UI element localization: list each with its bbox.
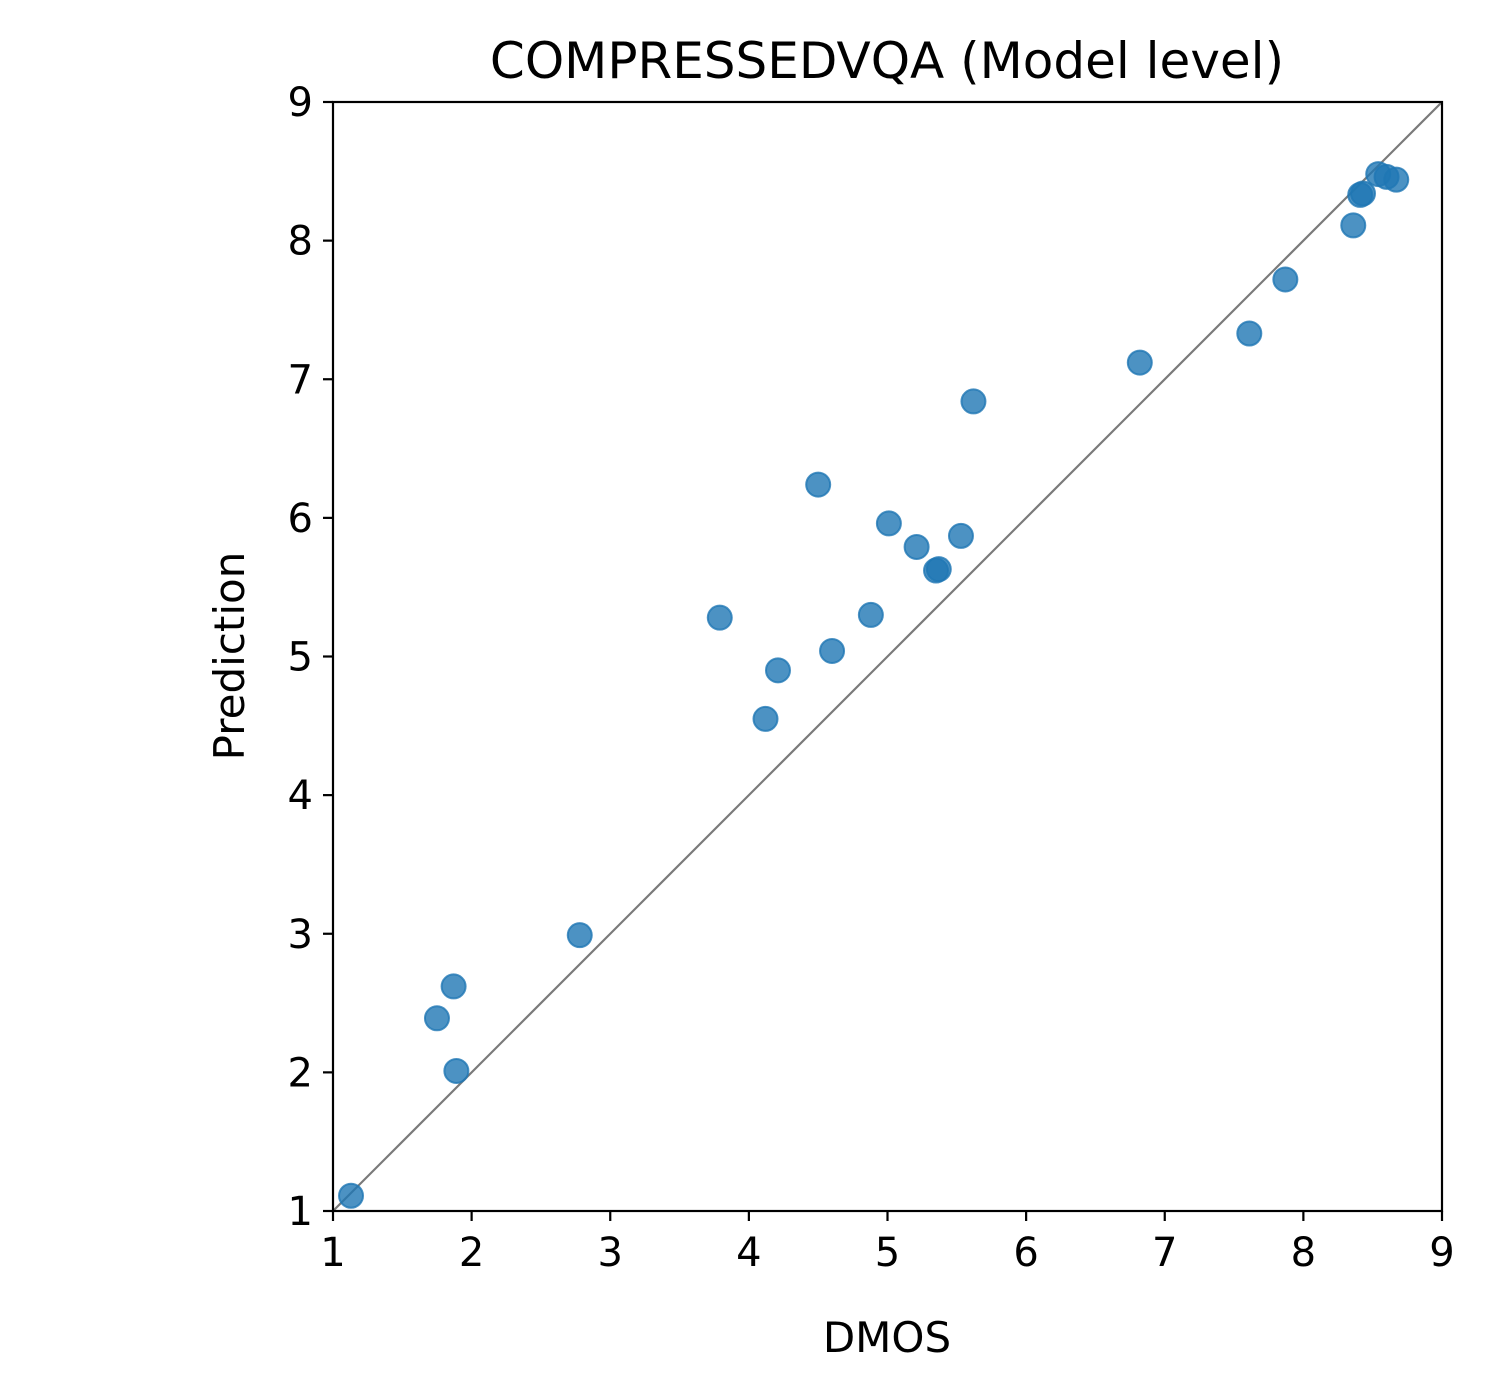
y-tick-label: 5: [288, 635, 313, 681]
y-axis-ticks: 1 2 3 4 5 6 7 8 9: [288, 80, 333, 1235]
x-tick-label: 7: [1152, 1230, 1177, 1276]
data-point: [440, 973, 467, 1000]
data-point: [1272, 266, 1299, 293]
data-point: [819, 637, 846, 664]
data-point: [443, 1057, 470, 1084]
data-point: [1349, 180, 1376, 207]
data-point: [423, 1005, 450, 1032]
data-point: [1383, 166, 1410, 193]
y-tick-label: 3: [288, 912, 313, 958]
data-point: [338, 1182, 365, 1209]
reference-line-group: [332, 101, 1443, 1212]
data-point: [903, 533, 930, 560]
data-point: [752, 705, 779, 732]
x-tick-label: 6: [1013, 1230, 1038, 1276]
x-tick-label: 3: [598, 1230, 623, 1276]
chart-title: COMPRESSEDVQA (Model level): [490, 32, 1284, 90]
data-point: [1126, 349, 1153, 376]
y-tick-label: 1: [288, 1189, 313, 1235]
data-point: [706, 604, 733, 631]
y-axis-label: Prediction: [205, 552, 254, 761]
x-tick-label: 9: [1429, 1230, 1454, 1276]
y-tick-label: 2: [288, 1050, 313, 1096]
data-point: [925, 556, 952, 583]
y-tick-label: 9: [288, 80, 313, 126]
x-tick-label: 1: [320, 1230, 345, 1276]
y-tick-label: 8: [288, 219, 313, 265]
data-point: [566, 922, 593, 949]
x-tick-label: 2: [459, 1230, 484, 1276]
data-points: [338, 161, 1410, 1209]
data-point: [960, 388, 987, 415]
y-tick-label: 4: [288, 773, 313, 819]
data-point: [947, 522, 974, 549]
data-point: [875, 510, 902, 537]
x-tick-label: 4: [736, 1230, 761, 1276]
identity-line: [332, 101, 1443, 1212]
data-point: [764, 657, 791, 684]
data-point: [857, 601, 884, 628]
data-point: [1236, 320, 1263, 347]
x-tick-label: 8: [1291, 1230, 1316, 1276]
data-point: [1340, 212, 1367, 239]
x-axis-ticks: 1 2 3 4 5 6 7 8 9: [320, 1211, 1455, 1276]
y-tick-label: 7: [288, 357, 313, 403]
data-point: [805, 471, 832, 498]
x-axis-label: DMOS: [823, 1313, 951, 1362]
y-tick-label: 6: [288, 496, 313, 542]
x-tick-label: 5: [875, 1230, 900, 1276]
